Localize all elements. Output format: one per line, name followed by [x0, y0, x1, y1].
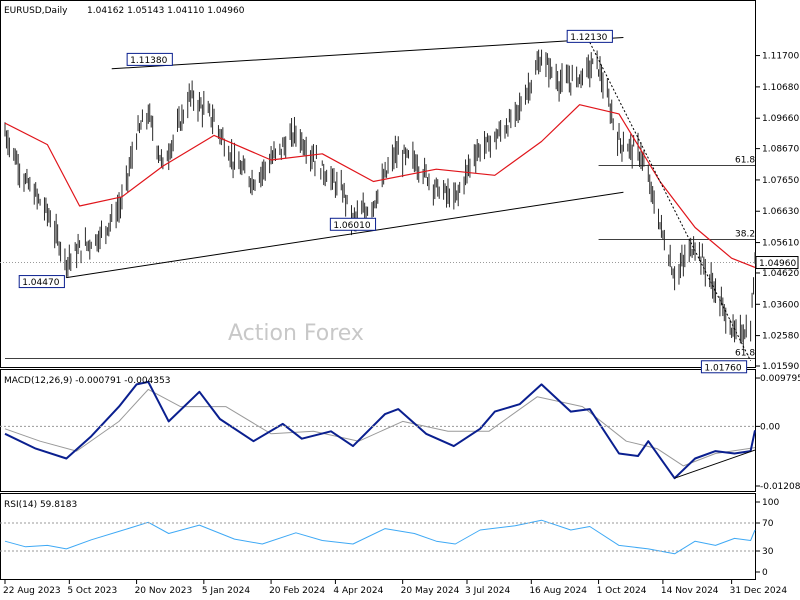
x-tick-label: 4 Apr 2024: [333, 586, 383, 596]
price-annotation-box: [700, 360, 748, 374]
price-annotation-label: 1.12130: [570, 33, 607, 43]
price-annotation-label: 1.06010: [333, 221, 370, 231]
price-annotation-label: 1.04470: [22, 278, 59, 288]
watermark: Action Forex: [228, 321, 364, 346]
price-annotation-label: 1.01760: [704, 363, 741, 373]
macd-panel: [0, 369, 756, 492]
macd-line: [4, 380, 756, 480]
trendline: [589, 42, 752, 362]
price-y-tick-label: 1.09660: [762, 114, 799, 124]
macd-y-tick-label: 0.009795: [760, 374, 800, 384]
trendline: [111, 36, 624, 70]
x-tick-label: 22 Aug 2023: [3, 586, 61, 596]
x-tick-label: 16 Aug 2024: [529, 586, 587, 596]
fib-level-label: 61.8: [735, 349, 755, 359]
x-tick-label: 20 Nov 2023: [135, 586, 193, 596]
trendline: [66, 191, 624, 279]
x-tick-label: 31 Dec 2024: [730, 586, 788, 596]
x-tick-label: 5 Oct 2023: [67, 586, 117, 596]
price-annotation-label: 1.11380: [130, 56, 167, 66]
rsi-title: RSI(14) 59.8183: [4, 500, 77, 510]
price-ohlc: 1.04162 1.05143 1.04110 1.04960: [87, 6, 245, 16]
x-tick-label: 5 Jan 2024: [202, 586, 250, 596]
price-y-tick-label: 1.07650: [762, 176, 799, 186]
price-y-tick-label: 1.01590: [762, 362, 799, 372]
x-tick-label: 1 Oct 2024: [597, 586, 647, 596]
price-title: EURUSD,Daily: [4, 6, 68, 16]
x-tick-label: 20 May 2024: [401, 586, 460, 596]
price-annotation-box: [566, 29, 613, 43]
fib-level-label: 38.2: [735, 229, 755, 239]
macd-y-tick-label: 0.00: [760, 422, 780, 432]
fib-level-label: 61.8: [735, 155, 755, 165]
current-price-tag: [755, 256, 799, 270]
x-tick-label: 14 Nov 2024: [661, 586, 719, 596]
x-tick-label: 20 Feb 2024: [269, 586, 325, 596]
price-annotation-box: [126, 52, 173, 66]
current-price-label: 1.04960: [759, 259, 796, 269]
rsi-line: [4, 519, 756, 555]
rsi-y-tick-label: 0: [762, 568, 768, 578]
price-y-tick-label: 1.10680: [762, 83, 799, 93]
rsi-y-tick-label: 100: [762, 498, 779, 508]
rsi-y-tick-label: 30: [762, 547, 774, 557]
rsi-panel: [0, 493, 756, 580]
price-panel: [0, 0, 756, 368]
macd-title: MACD(12,26,9) -0.000791 -0.004353: [4, 376, 170, 386]
price-y-tick-label: 1.03600: [762, 300, 799, 310]
price-y-tick-label: 1.05610: [762, 239, 799, 249]
moving-average-line: [4, 104, 756, 268]
rsi-y-tick-label: 70: [762, 519, 774, 529]
price-y-tick-label: 1.02580: [762, 332, 799, 342]
price-y-tick-label: 1.04620: [762, 269, 799, 279]
price-annotation-box: [18, 275, 65, 289]
macd-trendline: [674, 449, 756, 479]
price-annotation-box: [329, 217, 377, 231]
price-y-tick-label: 1.11700: [762, 52, 799, 62]
price-y-tick-label: 1.08670: [762, 145, 799, 155]
price-y-tick-label: 1.06630: [762, 207, 799, 217]
x-tick-label: 3 Jul 2024: [465, 586, 510, 596]
